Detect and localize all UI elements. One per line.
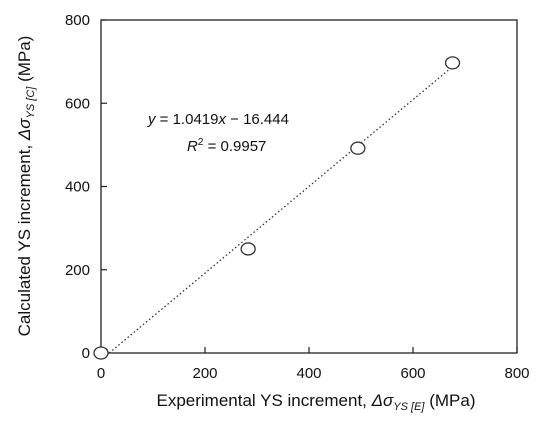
r-squared-label: R2 = 0.9957 — [187, 137, 266, 155]
y-tick-label: 600 — [65, 95, 90, 112]
x-axis-title-symbol: Δσ — [371, 391, 394, 410]
r-squared-r: R — [187, 138, 198, 155]
y-tick-label: 400 — [65, 179, 90, 196]
x-axis-title-main: Experimental YS increment, — [157, 391, 372, 410]
x-axis: 0 200 400 600 800 — [97, 347, 530, 382]
x-tick-label: 800 — [504, 365, 529, 382]
x-tick-label: 0 — [97, 365, 105, 382]
equation-slope: = 1.0419 — [156, 111, 219, 128]
y-axis-title-symbol: Δσ — [15, 118, 34, 141]
data-point — [350, 141, 366, 155]
trendline — [108, 66, 453, 354]
x-tick-label: 600 — [400, 365, 425, 382]
x-axis-title-unit: (MPa) — [424, 391, 475, 410]
y-axis: 0 200 400 600 800 — [65, 12, 107, 362]
y-tick-label: 200 — [65, 262, 90, 279]
x-axis-title-subscript: YS [E] — [393, 401, 425, 413]
y-axis-title-main: Calculated YS increment, — [15, 140, 34, 336]
x-tick-label: 400 — [296, 365, 321, 382]
data-point — [93, 346, 109, 360]
data-point — [444, 56, 461, 70]
equation-x: x — [217, 111, 226, 128]
trendline-equation: y = 1.0419x − 16.444 — [147, 111, 289, 128]
x-tick-label: 200 — [192, 365, 217, 382]
data-point — [240, 242, 256, 256]
y-tick-label: 800 — [65, 12, 90, 29]
y-axis-title: Calculated YS increment, ΔσYS [C] (MPa) — [15, 36, 37, 337]
y-axis-title-subscript: YS [C] — [25, 86, 37, 119]
trendline-group — [108, 66, 453, 354]
y-axis-title-unit: (MPa) — [15, 36, 34, 87]
equation-intercept: − 16.444 — [226, 111, 289, 128]
r-squared-value: = 0.9957 — [203, 138, 266, 155]
r-squared-sup: 2 — [198, 137, 204, 148]
equation-y: y — [147, 111, 157, 128]
x-axis-title: Experimental YS increment, ΔσYS [E] (MPa… — [157, 391, 476, 413]
y-tick-label: 0 — [82, 345, 90, 362]
data-points — [93, 56, 461, 360]
